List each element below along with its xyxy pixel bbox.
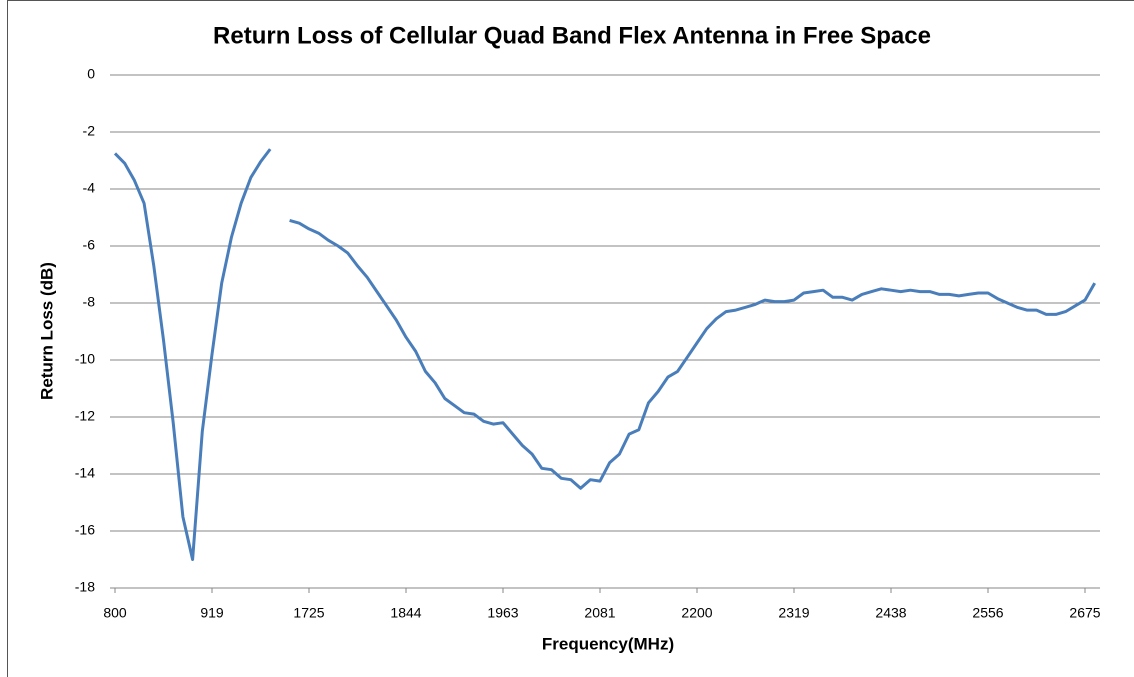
x-tick-label: 919 <box>200 605 224 621</box>
y-tick-label: -10 <box>75 351 95 367</box>
y-tick-label: -18 <box>75 579 95 595</box>
x-tick-label: 2081 <box>584 605 615 621</box>
y-tick-label: -16 <box>75 522 95 538</box>
x-tick-label: 2675 <box>1069 605 1100 621</box>
chart-border <box>7 0 1134 677</box>
x-tick-label: 1963 <box>487 605 518 621</box>
x-tick-label: 2438 <box>875 605 906 621</box>
y-tick-label: -6 <box>83 237 96 253</box>
y-tick-label: -12 <box>75 408 95 424</box>
x-tick-label: 2556 <box>972 605 1003 621</box>
y-tick-label: -8 <box>83 294 96 310</box>
x-tick-label: 1725 <box>293 605 324 621</box>
y-tick-label: -4 <box>83 180 96 196</box>
x-tick-label: 2319 <box>778 605 809 621</box>
x-tick-label: 2200 <box>681 605 712 621</box>
y-tick-label: -14 <box>75 465 95 481</box>
y-axis-title: Return Loss (dB) <box>37 262 56 400</box>
y-tick-label: 0 <box>87 66 95 82</box>
x-tick-label: 800 <box>103 605 127 621</box>
data-line <box>113 148 1097 561</box>
x-tick-label: 1844 <box>390 605 421 621</box>
chart-title: Return Loss of Cellular Quad Band Flex A… <box>213 22 931 49</box>
y-tick-label: -2 <box>83 123 96 139</box>
x-axis-title: Frequency(MHz) <box>542 634 674 653</box>
